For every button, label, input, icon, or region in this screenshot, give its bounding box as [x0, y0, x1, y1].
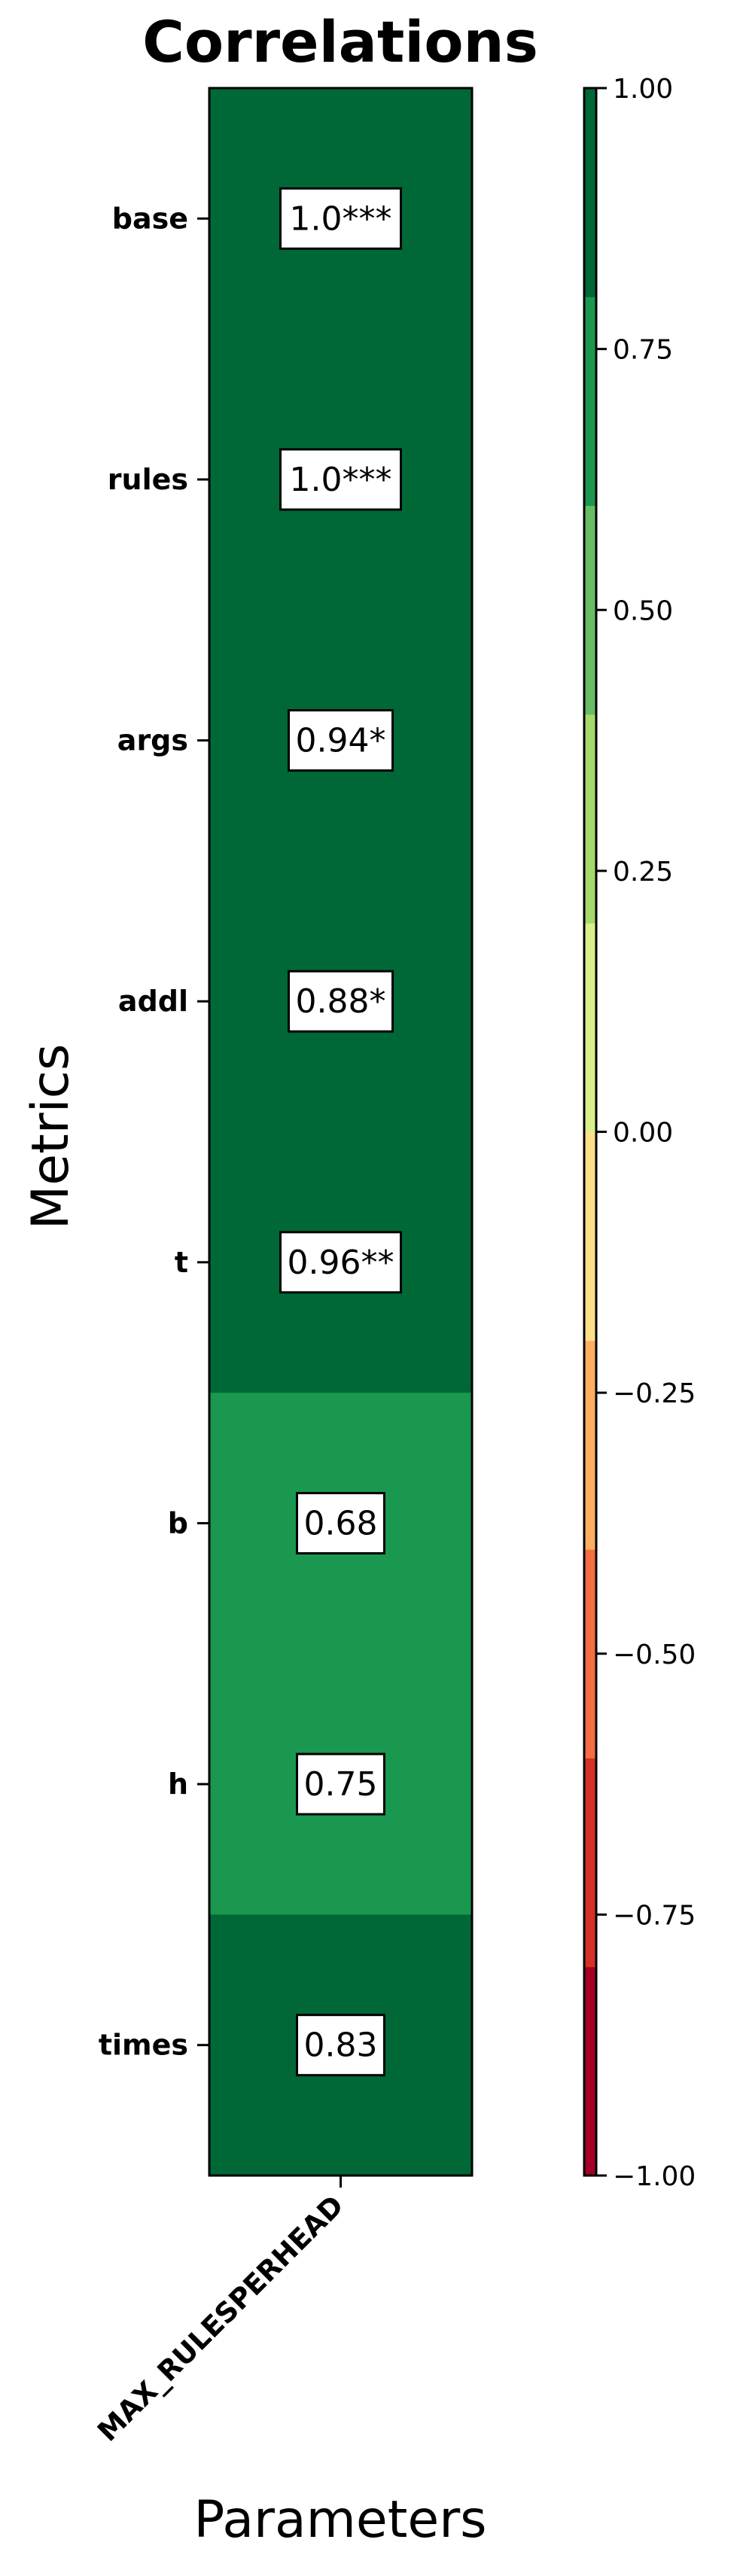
cell-label-box	[279, 1231, 402, 1294]
cell-value-label: 1.0***	[290, 199, 392, 238]
cell-label-box	[288, 970, 394, 1033]
colorbar-bin	[584, 1131, 596, 1341]
colorbar-tick-label: −0.25	[613, 1378, 696, 1409]
cell-value-label: 0.68	[304, 1504, 378, 1542]
colorbar-tick-label: 1.00	[613, 74, 673, 105]
cell-label-box	[279, 448, 402, 511]
colorbar-bin	[584, 714, 596, 924]
colorbar-bin	[584, 1549, 596, 1758]
y-tick-label: times	[99, 2029, 188, 2062]
colorbar-bin	[584, 297, 596, 507]
cell-label-box	[296, 2014, 385, 2077]
colorbar-tick-label: 0.50	[613, 595, 673, 626]
cell-label-box	[296, 1752, 385, 1816]
colorbar-bin	[584, 923, 596, 1132]
colorbar-tick-label: −0.50	[613, 1640, 696, 1670]
y-axis-ticks: base rules args addl t b h times	[99, 202, 209, 2062]
colorbar-tick-label: 0.00	[613, 1118, 673, 1149]
x-axis-ticks: MAX_RULESPERHEAD	[91, 2176, 350, 2448]
colorbar-tick-label: 0.75	[613, 335, 673, 366]
colorbar-bin	[584, 1758, 596, 1968]
cell-value-label: 0.94*	[296, 722, 386, 760]
y-tick-label: addl	[118, 985, 188, 1018]
colorbar-tick-label: 0.25	[613, 857, 673, 888]
cell-value-label: 0.75	[304, 1765, 378, 1804]
x-tick-label: MAX_RULESPERHEAD	[91, 2189, 350, 2448]
x-axis-label: Parameters	[193, 2490, 486, 2550]
colorbar: 1.00 0.75 0.50 0.25 0.00 −0.25 −0.50 −0.75 −1.00	[583, 74, 696, 2192]
cell-value-label: 0.88*	[296, 982, 386, 1021]
cell-label-box	[288, 709, 394, 772]
y-tick-label: rules	[108, 463, 188, 496]
y-tick-label: b	[168, 1506, 188, 1539]
colorbar-tick-label: −1.00	[613, 2161, 696, 2192]
colorbar-bin	[584, 505, 596, 715]
y-tick-label: t	[175, 1246, 188, 1279]
y-tick-label: h	[168, 1768, 188, 1801]
cell-label-box	[296, 1491, 385, 1554]
colorbar-bin	[584, 1340, 596, 1550]
y-tick-label: args	[117, 724, 188, 757]
cell-value-label: 0.83	[304, 2026, 378, 2065]
chart-title: Correlations	[142, 8, 538, 75]
cell-value-label: 0.96**	[288, 1244, 394, 1282]
heatmap-cells: 1.0*** 1.0*** 0.94* 0.88* 0.96** 0.68 0.75 0.83	[209, 88, 472, 2176]
colorbar-bin	[584, 88, 596, 297]
colorbar-bin	[584, 1966, 596, 2176]
colorbar-tick-label: −0.75	[613, 1900, 696, 1931]
y-axis-label: Metrics	[21, 1044, 81, 1230]
cell-label-box	[279, 187, 402, 250]
y-tick-label: base	[112, 202, 188, 235]
cell-value-label: 1.0***	[290, 461, 392, 499]
